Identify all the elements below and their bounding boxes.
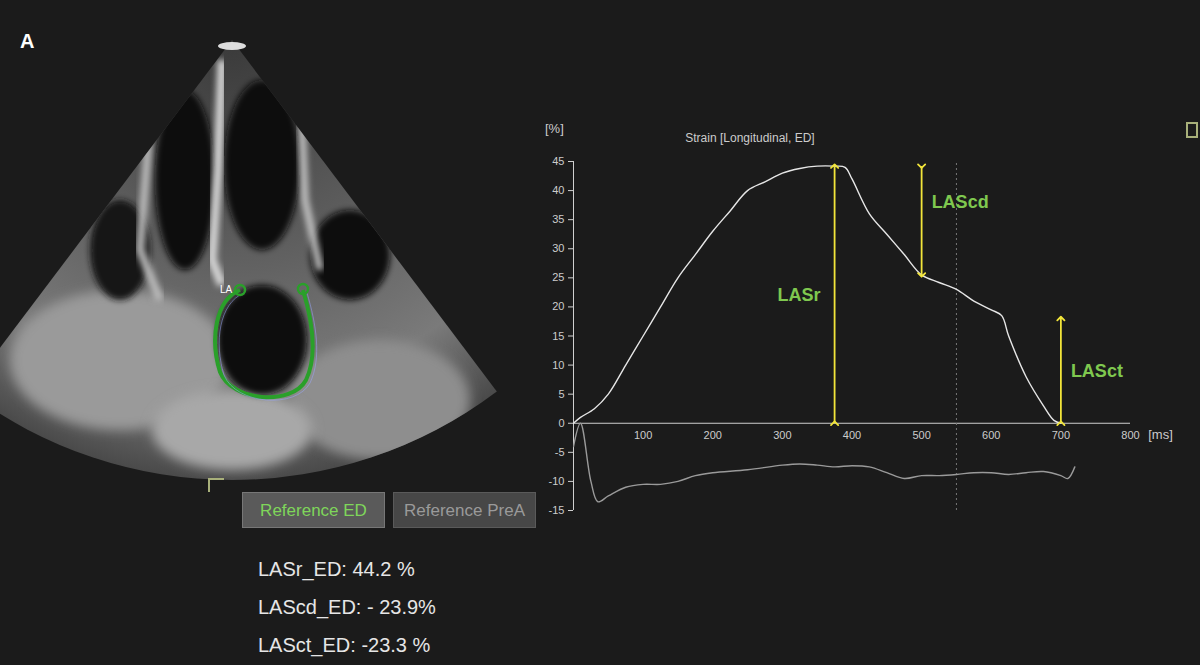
svg-text:35: 35 (552, 213, 564, 225)
html-text:LASct_ED: -23.3 %: LASct_ED: -23.3 % (258, 634, 431, 656)
svg-text:LASr: LASr (778, 285, 821, 305)
svg-text:40: 40 (552, 184, 564, 196)
svg-text:LAScd: LAScd (932, 192, 989, 212)
html-text:Reference PreA: Reference PreA (404, 501, 525, 520)
html-text:A: A (20, 30, 35, 52)
svg-text:45: 45 (552, 155, 564, 167)
svg-text:30: 30 (552, 242, 564, 254)
svg-text:25: 25 (552, 271, 564, 283)
svg-text:500: 500 (912, 429, 930, 441)
svg-text:-10: -10 (549, 475, 565, 487)
svg-text:[ms]: [ms] (1148, 427, 1173, 442)
svg-text:LASct: LASct (1071, 361, 1123, 381)
svg-text:10: 10 (552, 359, 564, 371)
html-text:LAScd_ED: - 23.9%: LAScd_ED: - 23.9% (258, 596, 436, 618)
svg-text:LA: LA (220, 284, 233, 295)
html-text:Reference ED: Reference ED (260, 501, 367, 520)
svg-text:600: 600 (982, 429, 1000, 441)
svg-text:15: 15 (552, 330, 564, 342)
svg-text:5: 5 (558, 388, 564, 400)
svg-text:800: 800 (1121, 429, 1139, 441)
svg-text:-15: -15 (549, 504, 565, 516)
svg-text:400: 400 (843, 429, 861, 441)
html-text:Strain [Longitudinal, ED]: Strain [Longitudinal, ED] (685, 131, 815, 145)
svg-text:300: 300 (773, 429, 791, 441)
svg-text:200: 200 (704, 429, 722, 441)
svg-text:20: 20 (552, 300, 564, 312)
html-text:LASr_ED: 44.2 %: LASr_ED: 44.2 % (258, 558, 415, 580)
svg-text:-5: -5 (555, 446, 565, 458)
svg-text:0: 0 (558, 417, 564, 429)
svg-text:700: 700 (1052, 429, 1070, 441)
svg-text:100: 100 (634, 429, 652, 441)
